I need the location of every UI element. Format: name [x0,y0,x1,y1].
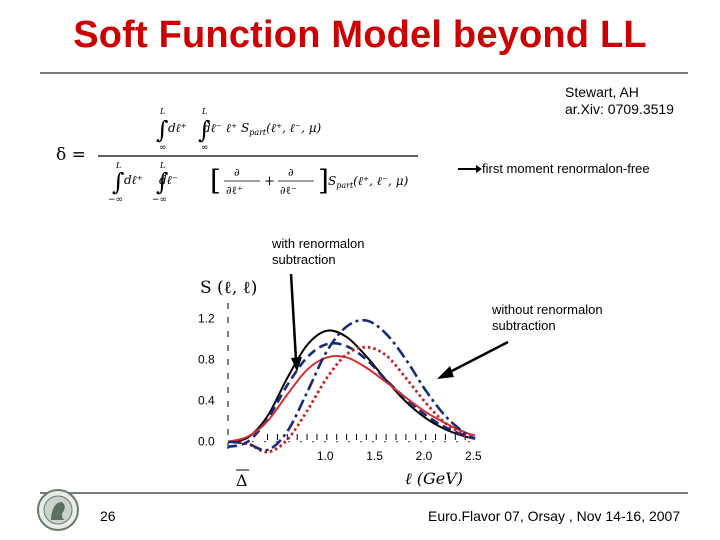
series-line-5 [227,318,476,452]
series-line-4 [227,345,476,454]
num-integrand: dℓ⁺ dℓ⁻ ℓ⁺ Spart(ℓ⁺, ℓ⁻, μ) [168,121,322,137]
reference-authors: Stewart, AH [565,84,639,100]
without-renormalon-label-1: without renormalon [492,302,603,317]
den-spart: Spart(ℓ⁺, ℓ⁻, μ) [328,174,409,190]
with-renormalon-label-1: with renormalon [272,236,365,251]
den-limit-upper-2: L [159,161,165,170]
den-integral-1: ∫ [112,168,125,196]
den-integrand-d: dℓ⁺ dℓ⁻ [124,173,178,187]
chart-ylabel: S (ℓ, ℓ) [200,278,257,298]
den-integral-2: ∫ [156,168,169,196]
num-limit-lower-2: ∞ [201,143,209,153]
delta-formula: δ = L L ∫ ∫ ∞ ∞ dℓ⁺ dℓ⁻ ℓ⁺ Spart(ℓ⁺, ℓ⁻, … [56,107,418,205]
chart-delta-label: Δ [236,471,248,490]
formula-lhs: δ = [56,145,86,165]
num-limit-lower-1: ∞ [159,143,167,153]
series-line-3 [227,355,476,443]
den-partial-bottom-1: ∂ℓ⁺ [226,184,243,197]
num-integral-2: ∫ [198,116,211,144]
footer-divider [40,492,688,494]
series-line-2 [227,341,476,449]
y-tick-label: 1.2 [198,311,215,325]
num-limit-upper-2: L [201,107,207,116]
series-line-1 [227,329,476,443]
x-tick-label: 1.0 [317,449,334,463]
den-bracket-open: [ [210,164,221,197]
slide-title: Soft Function Model beyond LL [73,14,647,56]
page-number: 26 [100,508,116,524]
reference-arxiv: ar.Xiv: 0709.3519 [565,101,674,117]
without-renormalon-label-2: subtraction [492,318,556,333]
chart-xlabel: ℓ (GeV) [405,469,463,488]
with-renormalon-label-2: subtraction [272,252,336,267]
institute-seal-icon [37,489,79,531]
conference-footer: Euro.Flavor 07, Orsay , Nov 14-16, 2007 [428,508,681,524]
x-tick-label: 2.5 [465,449,482,463]
y-tick-label: 0.8 [198,353,215,367]
num-integral-1: ∫ [156,116,169,144]
num-limit-upper-1: L [159,107,165,116]
y-tick-label: 0.0 [198,435,215,449]
den-partial-bottom-2: ∂ℓ⁻ [280,184,297,197]
den-limit-upper-1: L [115,161,121,170]
den-limit-lower-2: −∞ [152,195,167,205]
den-limit-lower-1: −∞ [108,195,123,205]
first-moment-label: first moment renormalon-free [482,161,650,176]
title-divider [40,72,688,74]
den-partial-top-1: ∂ [234,166,240,179]
den-bracket-close: ] [318,164,329,197]
den-plus: + [264,174,275,189]
x-tick-label: 2.0 [416,449,433,463]
y-tick-label: 0.4 [198,394,215,408]
x-tick-label: 1.5 [366,449,383,463]
den-partial-top-2: ∂ [288,166,294,179]
